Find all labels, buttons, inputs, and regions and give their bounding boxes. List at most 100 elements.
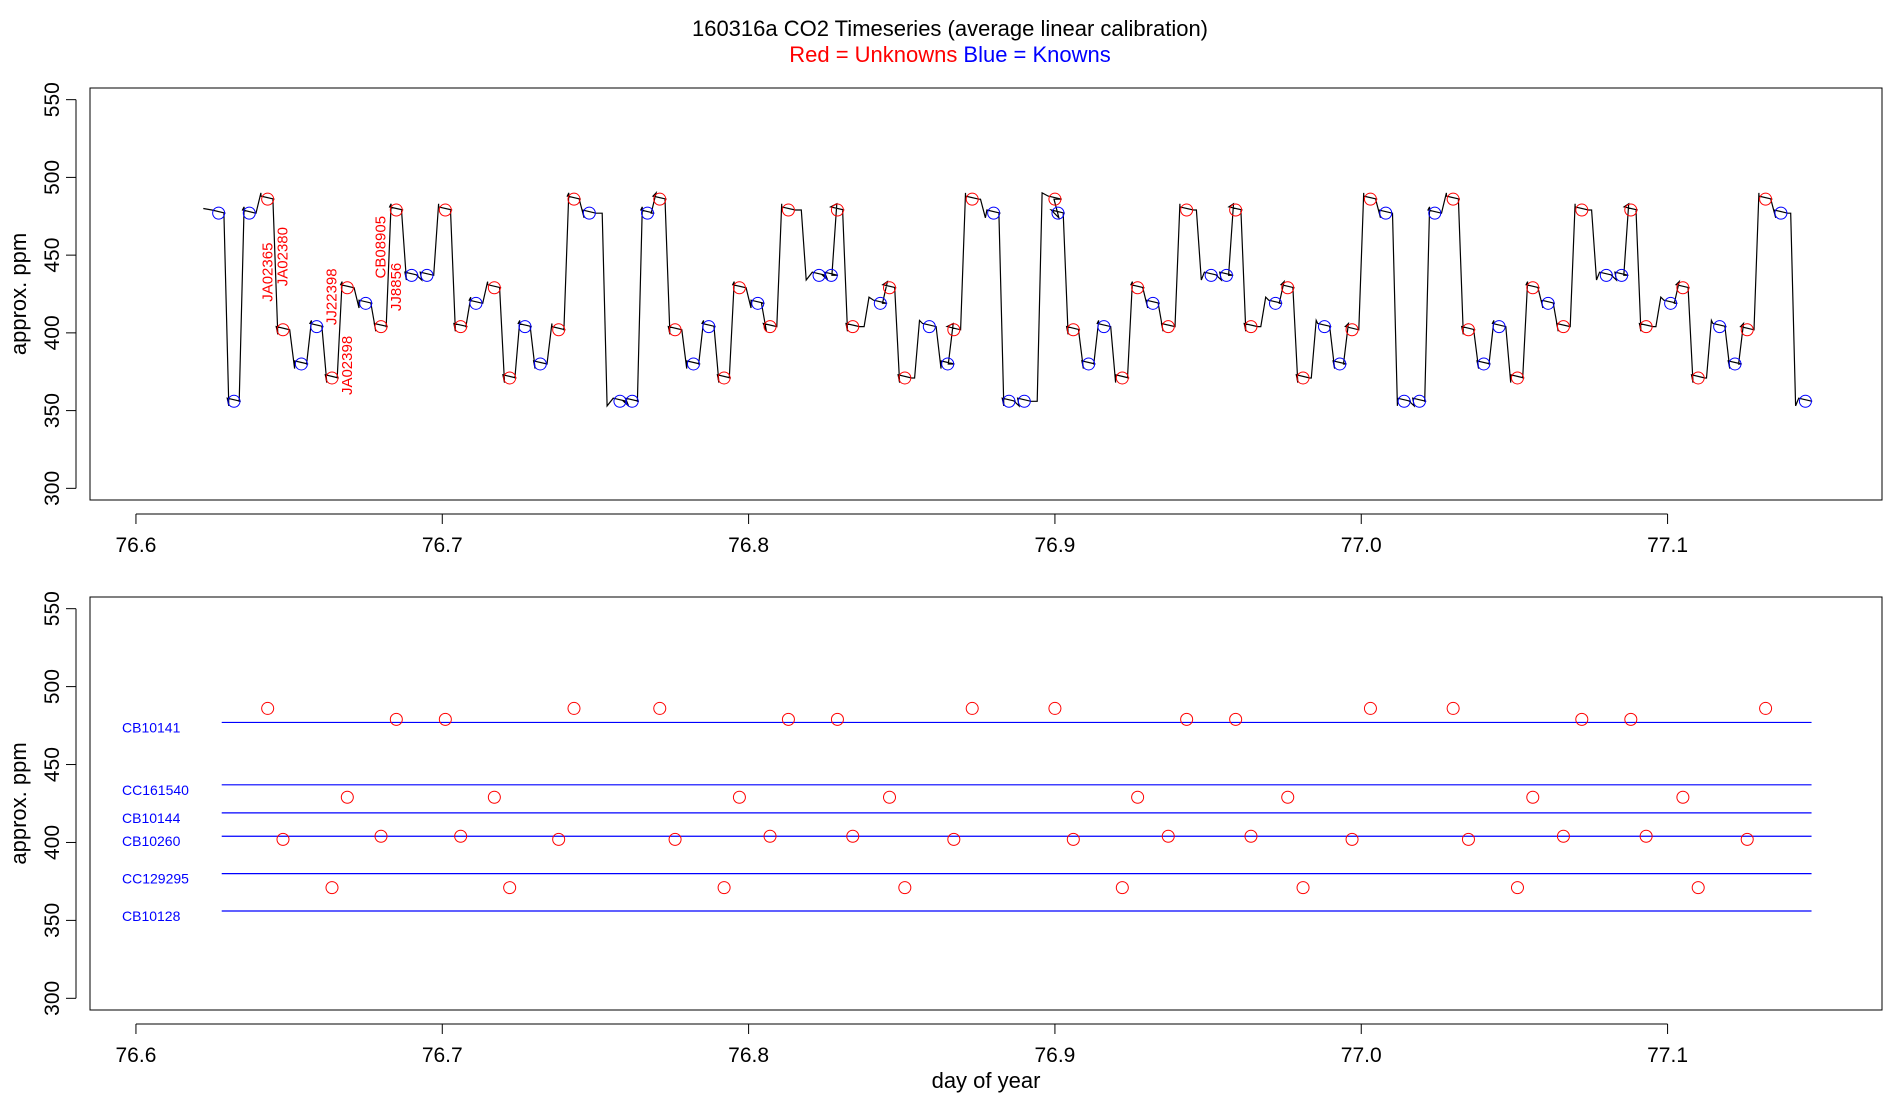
unknown-point (1066, 323, 1080, 337)
known-point (686, 357, 700, 371)
unknown-point (1526, 790, 1540, 804)
known-point (1268, 296, 1282, 310)
unknown-point (1131, 790, 1145, 804)
known-point (1615, 268, 1629, 282)
unknown-point (883, 790, 897, 804)
known-point (1599, 268, 1613, 282)
unknown-point (454, 320, 468, 334)
reference-line-label: CB10260 (122, 833, 181, 849)
x-tick-label: 76.6 (116, 1044, 157, 1067)
sample-annotation: CB08905 (373, 216, 390, 279)
known-point (294, 357, 308, 371)
co2-trace-line (203, 190, 1813, 408)
unknown-point (389, 203, 403, 217)
y-tick-label: 300 (41, 981, 64, 1016)
unknown-point (1229, 203, 1243, 217)
unknown-point (1639, 320, 1653, 334)
unknown-point (1740, 832, 1754, 846)
x-tick-label: 76.7 (422, 534, 463, 557)
known-point (824, 268, 838, 282)
chart-subtitle: Red = Unknowns Blue = Knowns (789, 42, 1111, 67)
unknown-point (1131, 281, 1145, 295)
known-point (1492, 320, 1506, 334)
y-tick-label: 350 (41, 903, 64, 938)
unknown-point (947, 323, 961, 337)
known-point (1412, 394, 1426, 408)
plot-frame (89, 596, 1883, 1011)
y-tick-label: 350 (41, 393, 64, 428)
x-tick-label: 77.1 (1647, 534, 1688, 557)
unknown-point (1180, 712, 1194, 726)
unknown-point (340, 790, 354, 804)
unknown-point (1363, 701, 1377, 715)
unknown-point (1624, 712, 1638, 726)
unknown-point (438, 712, 452, 726)
unknown-point (1048, 701, 1062, 715)
unknown-point (763, 829, 777, 843)
unknown-point (717, 881, 731, 895)
x-tick-label: 77.1 (1647, 1044, 1688, 1067)
unknown-point (552, 832, 566, 846)
unknown-point (276, 323, 290, 337)
unknown-point (1281, 281, 1295, 295)
unknown-point (846, 320, 860, 334)
unknown-point (1676, 790, 1690, 804)
known-point (1728, 357, 1742, 371)
sample-annotation: JA02380 (275, 227, 292, 286)
known-point (359, 296, 373, 310)
known-point (518, 320, 532, 334)
unknown-point (454, 829, 468, 843)
y-tick-label: 400 (41, 825, 64, 860)
known-point (533, 357, 547, 371)
unknown-point (567, 701, 581, 715)
known-point (1017, 394, 1031, 408)
reference-line-label: CB10128 (122, 908, 181, 924)
x-tick-label: 76.8 (728, 1044, 769, 1067)
y-tick-label: 300 (41, 471, 64, 506)
known-point (1333, 357, 1347, 371)
known-point (1317, 320, 1331, 334)
unknown-point (503, 371, 517, 385)
reference-line-label: CC161540 (122, 782, 189, 798)
unknown-point (1624, 203, 1638, 217)
sample-annotation: JJ8856 (388, 263, 405, 311)
unknown-point (717, 371, 731, 385)
unknown-point (503, 881, 517, 895)
unknown-point (1691, 371, 1705, 385)
unknown-point (276, 832, 290, 846)
unknown-point (1556, 829, 1570, 843)
unknown-point (1244, 829, 1258, 843)
unknown-point (1510, 881, 1524, 895)
known-point (873, 296, 887, 310)
unknown-point (1066, 832, 1080, 846)
unknown-point (487, 790, 501, 804)
unknown-point (1556, 320, 1570, 334)
known-point (1002, 394, 1016, 408)
known-point (405, 268, 419, 282)
unknown-point (1759, 701, 1773, 715)
timeseries-panel: 76.6 76.7 76.8 76.9 77.0 77.1 300 350 400 450 500 5… (6, 82, 1883, 557)
known-point (1097, 320, 1111, 334)
unknown-point (830, 712, 844, 726)
unknown-point (1363, 192, 1377, 206)
unknown-point (1759, 192, 1773, 206)
sample-annotation: JJ22398 (324, 268, 341, 325)
known-point (941, 357, 955, 371)
y-tick-label: 450 (41, 747, 64, 782)
unknown-point (668, 323, 682, 337)
unknown-point (325, 881, 339, 895)
known-point (1477, 357, 1491, 371)
unknown-point (567, 192, 581, 206)
unknown-point (325, 371, 339, 385)
unknown-point (487, 281, 501, 295)
chart-title: 160316a CO2 Timeseries (average linear c… (692, 16, 1208, 41)
subtitle-knowns: Blue = Knowns (963, 42, 1110, 67)
unknown-point (1510, 371, 1524, 385)
unknown-point (732, 281, 746, 295)
known-point (1397, 394, 1411, 408)
known-point (641, 206, 655, 220)
known-point (1146, 296, 1160, 310)
unknown-point (1161, 829, 1175, 843)
unknown-point (1229, 712, 1243, 726)
